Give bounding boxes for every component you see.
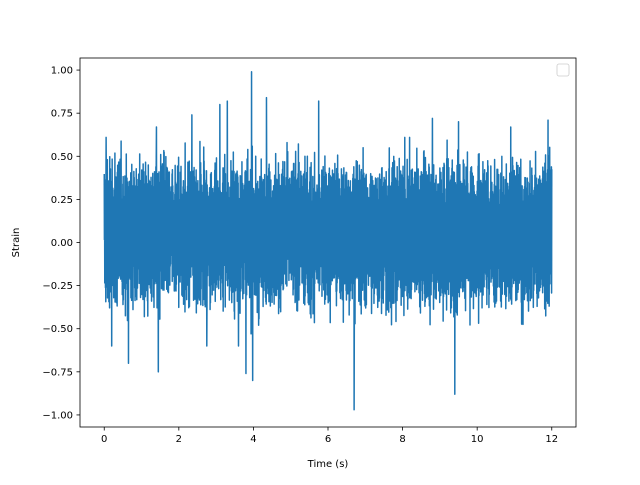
legend-box [556, 63, 570, 77]
y-tick-label: 1.00 [51, 66, 73, 77]
y-axis-label: Strain [11, 228, 22, 258]
y-tick-label: −0.75 [42, 367, 73, 378]
x-axis-label: Time (s) [307, 459, 349, 470]
x-tick-label: 10 [471, 434, 484, 445]
x-tick-label: 12 [545, 434, 558, 445]
x-tick-label: 8 [399, 434, 405, 445]
x-tick-label: 4 [250, 434, 256, 445]
strain-series-line [103, 71, 553, 411]
x-tick-label: 0 [101, 434, 107, 445]
y-tick-label: −0.50 [42, 324, 73, 335]
x-tick-label: 2 [176, 434, 182, 445]
y-tick-label: −1.00 [42, 410, 73, 421]
y-tick-label: 0.25 [51, 195, 73, 206]
y-axis-ticks: −1.00 −0.75 −0.50 −0.25 0.00 0.25 0.50 0.75 1.00 [42, 66, 80, 421]
x-axis-ticks: 0 2 4 6 8 10 12 [101, 427, 558, 445]
y-tick-label: 0.75 [51, 109, 73, 120]
y-tick-label: 0.00 [51, 238, 73, 249]
y-tick-label: 0.50 [51, 152, 73, 163]
y-tick-label: −0.25 [42, 281, 73, 292]
x-tick-label: 6 [325, 434, 331, 445]
series-layer [103, 71, 553, 411]
